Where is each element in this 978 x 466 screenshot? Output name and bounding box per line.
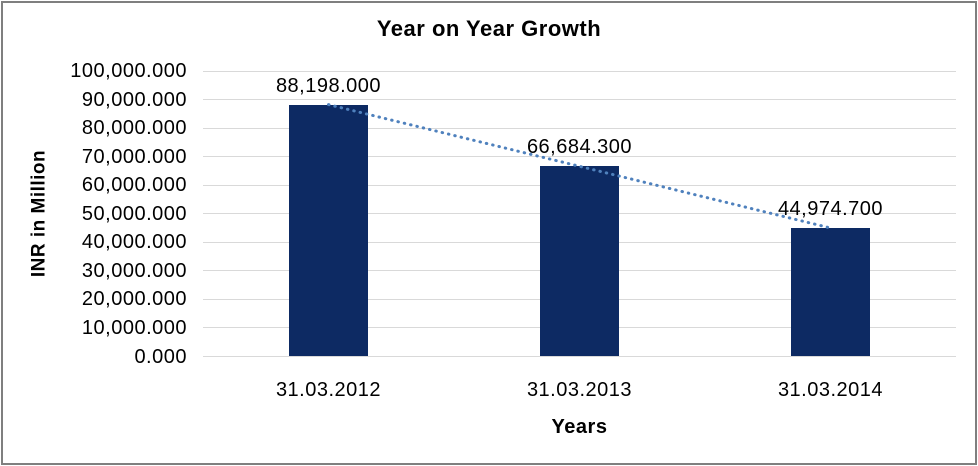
gridline — [203, 356, 956, 357]
category-label: 31.03.2013 — [526, 379, 633, 401]
bar-31.03.2013 — [540, 166, 619, 357]
category-label: 31.03.2012 — [275, 379, 382, 401]
y-tick-label: 100,000.000 — [70, 60, 187, 82]
y-tick-label: 50,000.000 — [81, 202, 187, 225]
y-tick-label: 60,000.000 — [81, 174, 187, 197]
gridline — [203, 99, 956, 101]
x-axis-title: Years — [551, 416, 608, 438]
y-tick-label: 0.000 — [134, 345, 187, 368]
y-tick-label: 20,000.000 — [81, 288, 187, 311]
bar-31.03.2014 — [791, 228, 870, 357]
y-tick-label: 40,000.000 — [81, 231, 187, 254]
data-label: 66,684.300 — [526, 136, 633, 159]
gridline — [203, 70, 956, 72]
category-label: 31.03.2014 — [777, 379, 884, 401]
data-label: 88,198.000 — [275, 74, 382, 97]
chart-title: Year on Year Growth — [376, 16, 602, 41]
bar-31.03.2012 — [289, 104, 368, 357]
y-tick-label: 80,000.000 — [81, 117, 187, 140]
y-tick-label: 30,000.000 — [81, 259, 187, 282]
y-tick-label: 10,000.000 — [81, 316, 187, 339]
y-tick-label: 70,000.000 — [81, 145, 187, 168]
y-tick-label: 90,000.000 — [81, 88, 187, 111]
data-label: 44,974.700 — [777, 198, 884, 221]
